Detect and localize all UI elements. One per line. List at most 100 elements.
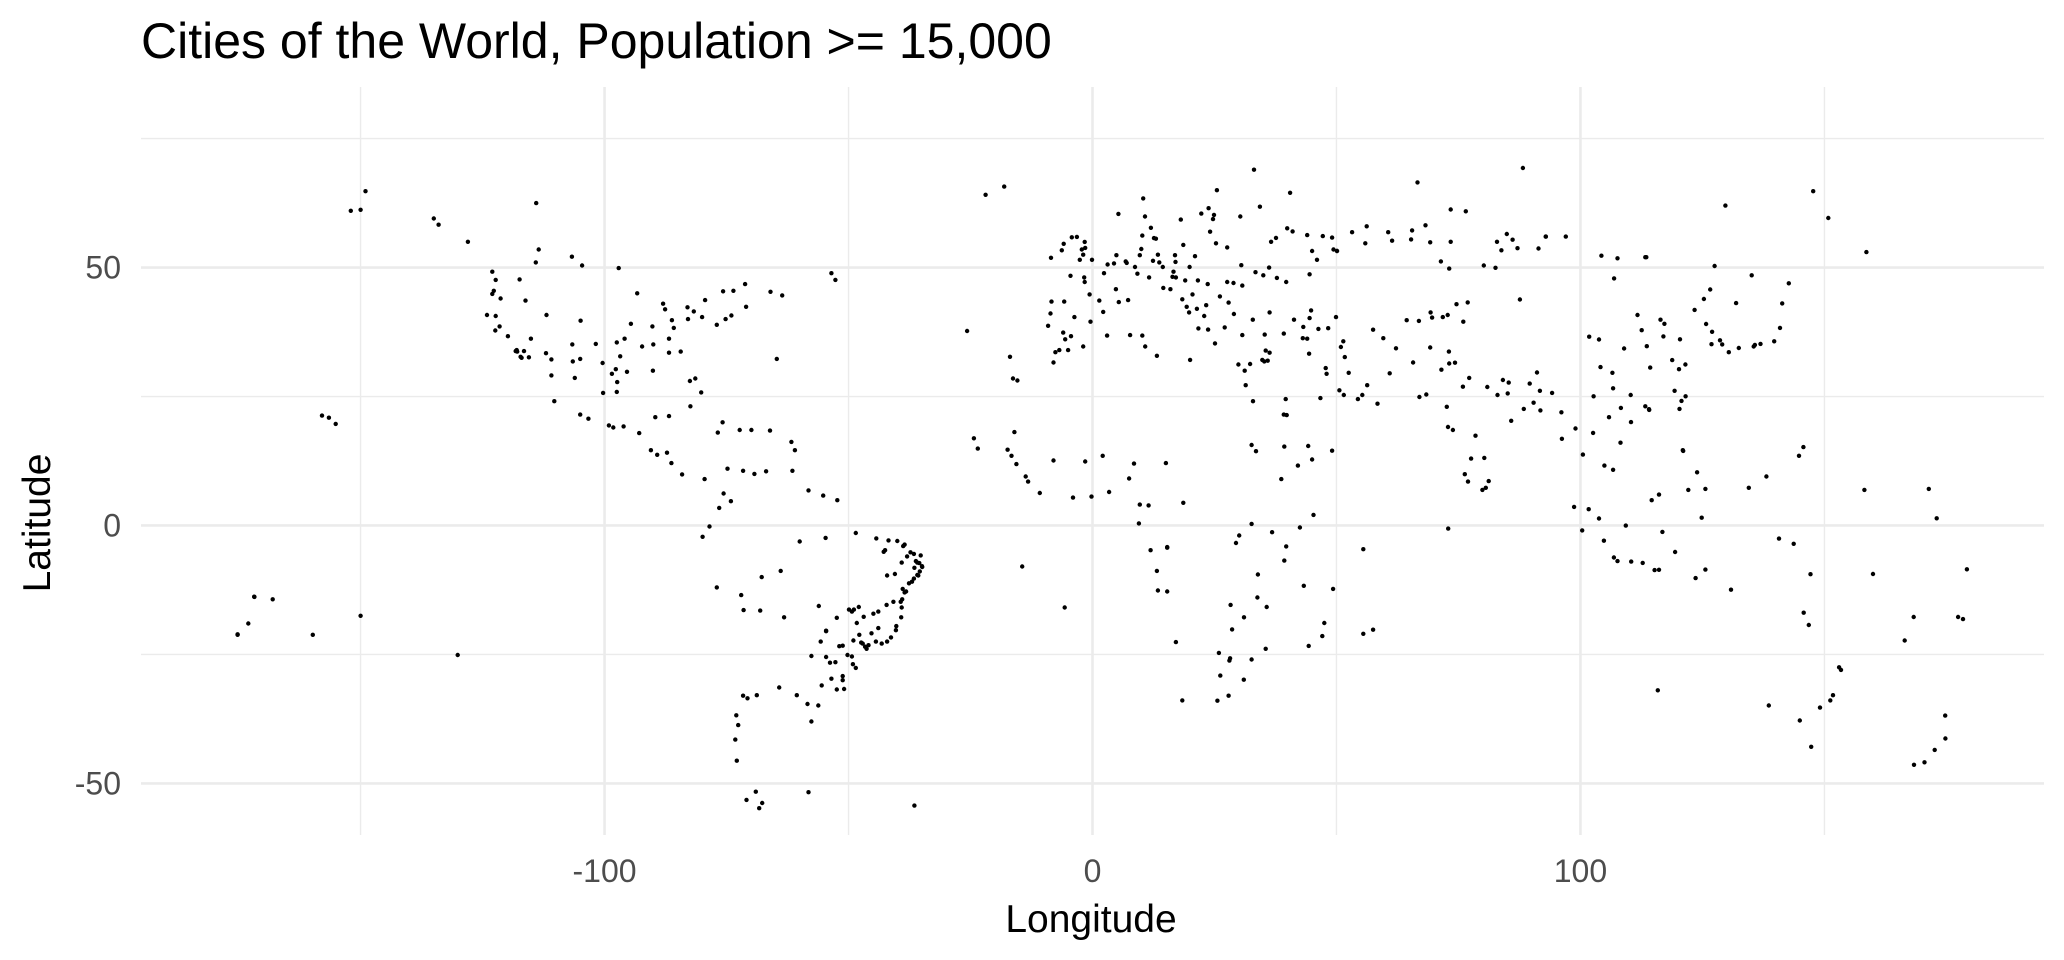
city-point	[983, 192, 988, 197]
city-point	[1105, 262, 1110, 267]
city-point	[1132, 264, 1138, 270]
city-point	[1409, 228, 1415, 233]
city-point	[572, 375, 577, 381]
city-point	[1926, 486, 1932, 492]
city-point	[1571, 504, 1577, 510]
city-point	[1243, 383, 1248, 388]
city-point	[1148, 548, 1153, 553]
city-point	[1284, 544, 1289, 549]
city-point	[1828, 698, 1833, 703]
city-point	[1081, 344, 1086, 349]
city-point	[1693, 575, 1698, 581]
city-point	[1808, 572, 1813, 577]
city-point	[526, 355, 532, 360]
city-point	[835, 498, 840, 503]
city-point	[714, 322, 719, 327]
city-point	[1326, 326, 1331, 331]
city-point	[733, 737, 738, 742]
city-point	[1776, 536, 1782, 541]
city-point	[1709, 329, 1715, 334]
city-point	[901, 543, 906, 549]
grid	[141, 87, 2044, 835]
city-point	[534, 200, 539, 206]
city-point	[1301, 324, 1306, 330]
city-point	[1796, 453, 1802, 458]
city-point	[1231, 311, 1237, 317]
city-point	[1284, 412, 1289, 418]
city-point	[1509, 418, 1514, 423]
city-point	[900, 597, 905, 602]
city-point	[1438, 259, 1444, 264]
city-point	[1268, 239, 1274, 244]
city-point	[616, 265, 621, 271]
city-point	[1661, 334, 1666, 339]
city-point	[1652, 567, 1657, 573]
city-point	[1452, 360, 1458, 365]
city-point	[797, 539, 802, 544]
city-point	[1257, 204, 1263, 209]
city-point	[1072, 314, 1077, 320]
city-point	[1838, 667, 1844, 673]
city-point	[1463, 209, 1469, 214]
city-point	[1537, 388, 1543, 393]
x-tick-label: 0	[1084, 853, 1102, 889]
city-point	[1349, 230, 1355, 235]
city-point	[1758, 341, 1763, 347]
city-point	[1468, 456, 1474, 461]
city-point	[1342, 354, 1348, 360]
city-point	[484, 312, 490, 318]
city-point	[740, 468, 746, 473]
y-tick-label: -50	[75, 765, 121, 801]
city-point	[1517, 297, 1523, 302]
city-point	[1239, 263, 1244, 268]
city-point	[1079, 247, 1085, 252]
city-point	[570, 342, 575, 347]
city-point	[671, 325, 676, 331]
city-point	[1173, 275, 1179, 280]
city-point	[1141, 196, 1146, 201]
city-point	[1752, 342, 1758, 348]
city-point	[1658, 317, 1663, 322]
city-point	[714, 585, 719, 590]
city-point	[1333, 314, 1339, 320]
city-point	[498, 296, 503, 301]
city-point	[1194, 306, 1200, 311]
city-point	[1493, 265, 1498, 270]
city-point	[1225, 245, 1230, 250]
city-point	[1712, 263, 1717, 269]
city-point	[1672, 549, 1678, 555]
city-point	[1116, 299, 1122, 305]
city-point	[1250, 317, 1256, 322]
city-point	[1677, 337, 1683, 342]
city-point	[490, 291, 495, 297]
city-point	[767, 428, 773, 433]
city-point	[1180, 297, 1185, 302]
city-point	[431, 216, 436, 221]
city-point	[1473, 433, 1478, 438]
city-point	[1241, 615, 1247, 620]
city-point	[975, 446, 980, 451]
city-point	[1644, 344, 1650, 349]
city-point	[1360, 392, 1365, 398]
city-point	[1260, 357, 1265, 363]
city-point	[1862, 487, 1867, 493]
city-point	[737, 427, 742, 433]
y-tick-label: 50	[85, 250, 121, 286]
city-point	[1596, 337, 1602, 342]
city-point	[1481, 263, 1487, 268]
city-point	[1195, 278, 1201, 283]
city-point	[1448, 207, 1453, 212]
city-point	[833, 277, 838, 283]
city-point	[544, 312, 549, 318]
city-point	[911, 576, 917, 581]
city-point	[915, 560, 920, 565]
city-point	[1306, 351, 1312, 356]
city-point	[1439, 367, 1444, 372]
city-point	[1428, 345, 1433, 350]
city-point	[1306, 443, 1311, 449]
city-point	[1205, 281, 1210, 287]
city-point	[1263, 646, 1268, 651]
city-point	[1228, 602, 1233, 608]
city-point	[1943, 736, 1948, 741]
